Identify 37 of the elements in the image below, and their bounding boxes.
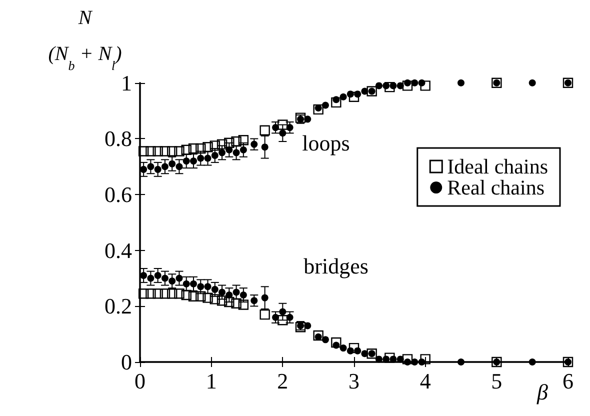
point <box>160 288 170 299</box>
point <box>146 146 156 156</box>
y-tick-label: 0.6 <box>104 182 132 208</box>
x-tick-label: 1 <box>206 368 217 394</box>
point <box>174 288 184 299</box>
point <box>331 337 342 348</box>
point <box>313 104 324 115</box>
x-tick-label: 2 <box>277 368 288 394</box>
point <box>420 354 430 364</box>
point <box>313 330 324 341</box>
y-tick-label: 1 <box>121 70 132 96</box>
point <box>138 146 149 156</box>
x-tick-label: 6 <box>562 368 574 394</box>
y-tick-label: 0.8 <box>104 126 132 152</box>
point <box>402 80 413 91</box>
legend-label: Real chains <box>447 176 545 200</box>
point <box>331 97 342 108</box>
annotation: loops <box>302 130 350 156</box>
y-tick-label: 0.4 <box>104 238 132 263</box>
point <box>160 146 170 156</box>
point <box>260 309 270 320</box>
x-tick-label: 5 <box>491 368 502 394</box>
point <box>260 125 270 136</box>
point <box>152 288 163 299</box>
point <box>146 288 156 299</box>
annotation: bridges <box>304 254 368 278</box>
x-axis-title: β <box>536 380 548 404</box>
y-tick-label: 0 <box>121 350 132 374</box>
point <box>138 288 149 299</box>
point <box>420 80 430 91</box>
x-tick-label: 3 <box>348 368 360 394</box>
x-tick-label: 4 <box>420 368 431 394</box>
point <box>174 146 184 156</box>
legend-label: Ideal chains <box>447 154 548 178</box>
y-tick-label: 0.2 <box>104 294 132 319</box>
point <box>152 146 163 156</box>
point <box>402 354 413 364</box>
